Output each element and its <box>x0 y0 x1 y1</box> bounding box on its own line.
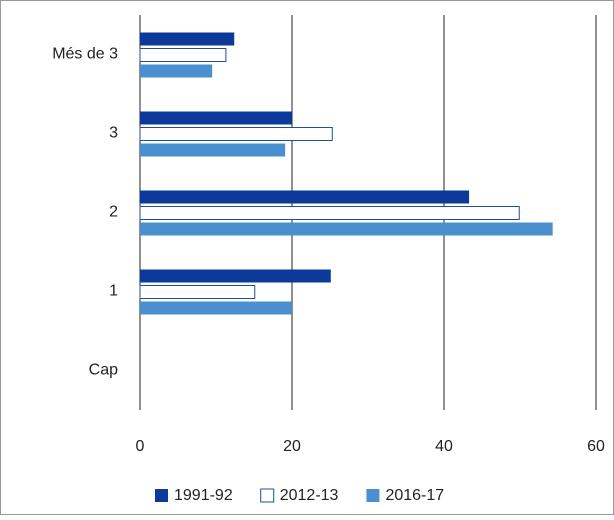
legend-swatch <box>155 489 168 502</box>
legend-swatch <box>366 489 380 502</box>
y-tick-label: Cap <box>89 362 118 379</box>
legend-swatch <box>260 488 275 503</box>
y-tick-label: 2 <box>109 204 118 221</box>
bar <box>140 190 470 204</box>
bar <box>140 143 286 157</box>
x-tick-label: 20 <box>283 438 301 455</box>
x-tick-label: 0 <box>136 438 145 455</box>
bar <box>140 64 213 78</box>
bar <box>139 127 333 141</box>
y-tick-label: 3 <box>109 125 118 142</box>
legend-label: 2012-13 <box>280 487 339 504</box>
bar <box>139 285 256 299</box>
bar <box>140 111 292 125</box>
bar <box>140 222 553 236</box>
bar <box>139 206 520 220</box>
x-tick-label: 60 <box>587 438 605 455</box>
y-tick-label: 1 <box>109 283 118 300</box>
legend-label: 1991-92 <box>174 487 233 504</box>
x-tick-label: 40 <box>435 438 453 455</box>
bar <box>139 48 227 62</box>
bar <box>140 269 331 283</box>
legend-label: 2016-17 <box>385 487 444 504</box>
y-tick-label: Més de 3 <box>52 46 118 63</box>
bar <box>140 301 292 315</box>
bar <box>140 32 235 46</box>
